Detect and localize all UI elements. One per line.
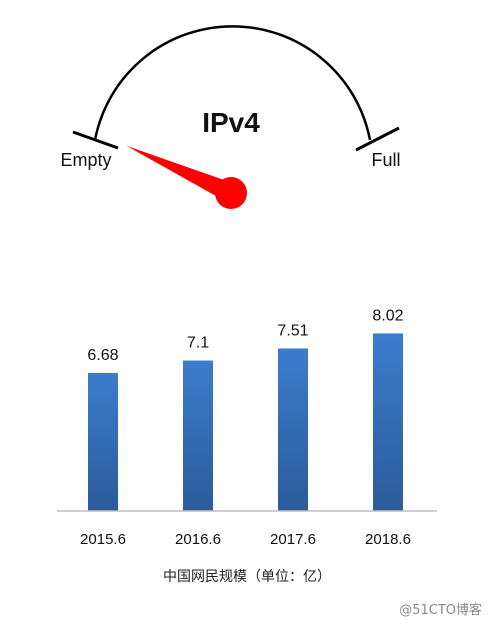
gauge-title: IPv4 <box>202 107 260 138</box>
bar-2017.6 <box>278 348 308 511</box>
gauge-needle <box>126 145 236 203</box>
gauge-max-label: Full <box>371 150 400 170</box>
x-tick-label: 2018.6 <box>365 531 411 548</box>
bar-2015.6 <box>88 372 118 511</box>
data-label: 7.1 <box>187 335 209 352</box>
bars <box>88 333 403 511</box>
data-label: 6.68 <box>87 347 118 364</box>
data-labels: 6.68 7.1 7.51 8.02 <box>87 307 403 364</box>
data-label: 8.02 <box>372 307 403 324</box>
gauge-arc <box>93 25 372 141</box>
data-label: 7.51 <box>277 322 308 339</box>
x-tick-labels: 2015.6 2016.6 2017.6 2018.6 <box>80 531 411 548</box>
x-tick-label: 2015.6 <box>80 531 126 548</box>
bar-chart: 6.68 7.1 7.51 8.02 2015.6 2016.6 2017.6 2018.6 <box>57 307 437 548</box>
bar-2018.6 <box>373 333 403 511</box>
fuel-gauge: IPv4 Empty Full <box>60 25 401 209</box>
bar-2016.6 <box>183 360 213 511</box>
gauge-hub <box>215 177 247 209</box>
watermark: @51CTO博客 <box>399 603 482 618</box>
x-tick-label: 2017.6 <box>270 531 316 548</box>
gauge-full-tick <box>355 126 400 152</box>
gauge-min-label: Empty <box>60 150 111 170</box>
gauge-empty-tick <box>72 130 119 150</box>
x-axis-label: 中国网民规模（单位：亿） <box>163 569 331 585</box>
x-tick-label: 2016.6 <box>175 531 221 548</box>
